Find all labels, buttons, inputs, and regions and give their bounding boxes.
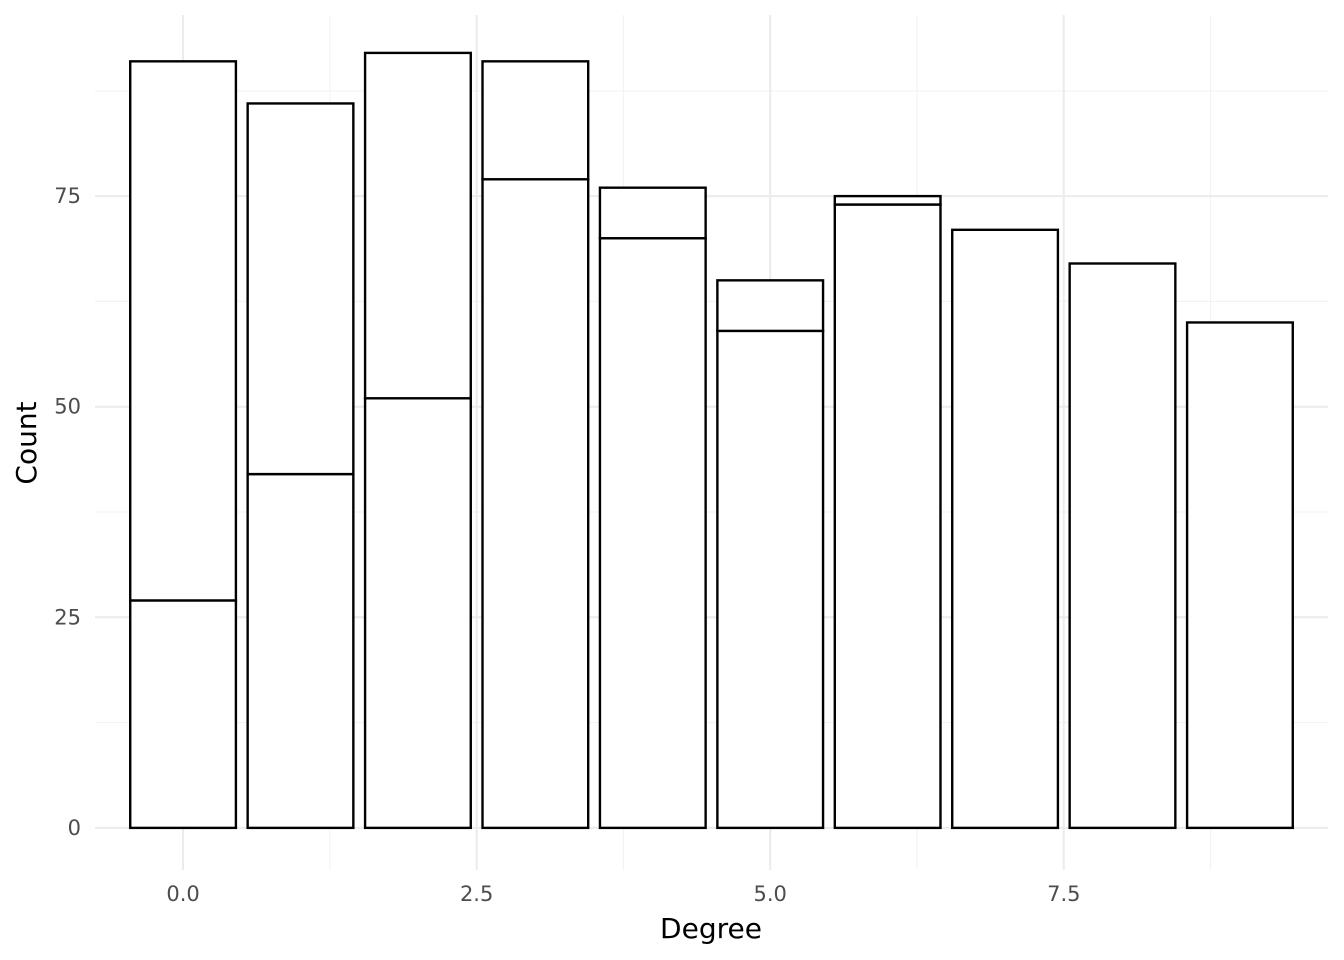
bar-segment <box>129 599 238 830</box>
bar-segment <box>833 194 942 206</box>
bar-segment <box>246 102 355 476</box>
y-tick-label: 50 <box>54 395 81 419</box>
x-tick-label: 2.5 <box>460 882 493 906</box>
y-axis-ticks: 0 25 50 75 <box>54 184 81 840</box>
bar-segment <box>716 279 825 333</box>
bar-segment <box>246 472 355 830</box>
bar-segment <box>481 60 590 181</box>
bar-segment <box>129 60 238 602</box>
bar-segment <box>481 178 590 830</box>
y-tick-label: 75 <box>54 184 81 208</box>
y-tick-label: 0 <box>68 816 81 840</box>
bar-segment <box>1185 321 1294 830</box>
bar-segment <box>598 186 707 240</box>
x-axis-ticks: 0.0 2.5 5.0 7.5 <box>166 882 1080 906</box>
y-axis-title: Count <box>10 401 43 484</box>
bar-segment <box>363 397 472 830</box>
bar-segment <box>716 329 825 830</box>
bar-segment <box>1068 262 1177 830</box>
bar-segment <box>598 237 707 830</box>
y-tick-label: 25 <box>54 605 81 629</box>
x-tick-label: 0.0 <box>166 882 199 906</box>
x-axis-title: Degree <box>660 912 762 945</box>
x-tick-label: 7.5 <box>1047 882 1080 906</box>
bars <box>129 51 1294 830</box>
x-tick-label: 5.0 <box>754 882 787 906</box>
bar-segment <box>833 203 942 830</box>
bar-segment <box>951 228 1060 830</box>
bar-segment <box>363 51 472 400</box>
